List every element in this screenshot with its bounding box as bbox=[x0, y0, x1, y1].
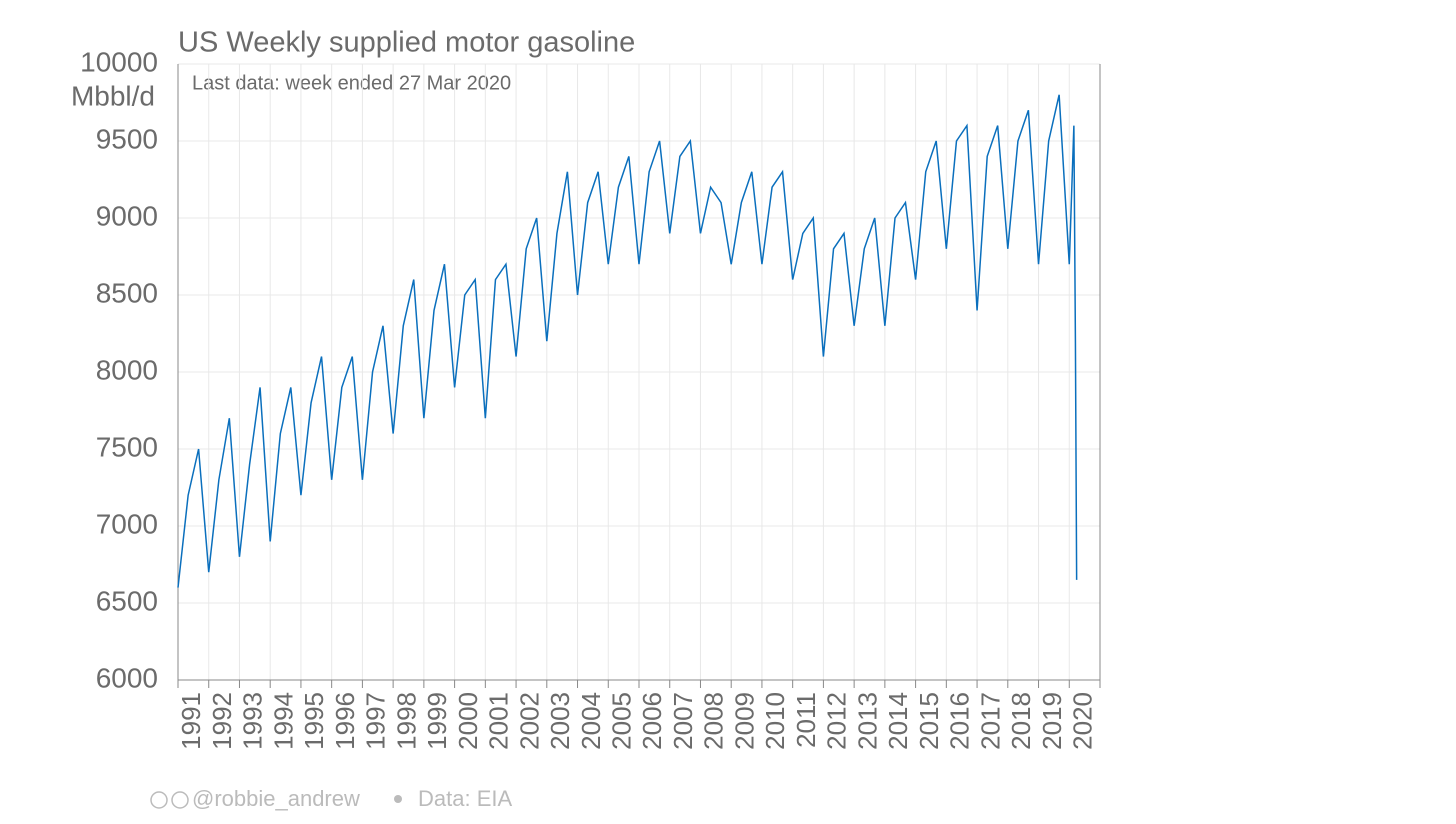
x-tick-label: 2012 bbox=[822, 692, 852, 750]
x-tick-label: 1995 bbox=[299, 692, 329, 750]
y-tick-label: 10000 bbox=[80, 46, 158, 77]
x-tick-label: 2016 bbox=[945, 692, 975, 750]
x-tick-label: 1992 bbox=[207, 692, 237, 750]
y-tick-label: 6000 bbox=[96, 662, 158, 693]
x-tick-label: 2018 bbox=[1006, 692, 1036, 750]
y-tick-label: 8000 bbox=[96, 354, 158, 385]
y-tick-label: 8500 bbox=[96, 277, 158, 308]
x-tick-label: 2002 bbox=[514, 692, 544, 750]
y-tick-label: 7000 bbox=[96, 508, 158, 539]
x-tick-label: 2006 bbox=[637, 692, 667, 750]
y-tick-label: 9000 bbox=[96, 200, 158, 231]
x-tick-label: 1998 bbox=[391, 692, 421, 750]
x-tick-label: 2000 bbox=[453, 692, 483, 750]
y-tick-label: 7500 bbox=[96, 431, 158, 462]
x-tick-label: 2008 bbox=[699, 692, 729, 750]
x-tick-label: 2019 bbox=[1037, 692, 1067, 750]
cc-icons bbox=[150, 791, 189, 809]
x-tick-label: 2005 bbox=[607, 692, 637, 750]
annotation: Last data: week ended 27 Mar 2020 bbox=[192, 72, 511, 94]
x-tick-label: 2014 bbox=[883, 692, 913, 750]
x-tick-label: 1999 bbox=[422, 692, 452, 750]
x-tick-label: 1996 bbox=[330, 692, 360, 750]
x-tick-label: 2004 bbox=[576, 692, 606, 750]
x-tick-label: 2011 bbox=[791, 692, 821, 748]
x-tick-label: 2017 bbox=[975, 692, 1005, 750]
x-tick-label: 2020 bbox=[1068, 692, 1098, 750]
x-tick-label: 2009 bbox=[729, 692, 759, 750]
x-tick-label: 1991 bbox=[176, 692, 206, 750]
x-tick-label: 2010 bbox=[760, 692, 790, 750]
x-tick-label: 2007 bbox=[668, 692, 698, 750]
x-tick-label: 1993 bbox=[238, 692, 268, 750]
x-tick-label: 1997 bbox=[361, 692, 391, 750]
credit: @robbie_andrew bbox=[192, 786, 360, 811]
x-tick-label: 2003 bbox=[545, 692, 575, 750]
x-tick-label: 2013 bbox=[852, 692, 882, 750]
y-tick-label: 9500 bbox=[96, 123, 158, 154]
y-axis-label: Mbbl/d bbox=[71, 80, 155, 111]
separator bbox=[394, 795, 402, 803]
x-tick-label: 1994 bbox=[268, 692, 298, 750]
x-tick-label: 2015 bbox=[914, 692, 944, 750]
source: Data: EIA bbox=[418, 786, 512, 811]
chart-title: US Weekly supplied motor gasoline bbox=[178, 27, 635, 59]
x-tick-label: 2001 bbox=[484, 692, 514, 750]
y-tick-label: 6500 bbox=[96, 585, 158, 616]
data-line bbox=[177, 94, 1078, 588]
